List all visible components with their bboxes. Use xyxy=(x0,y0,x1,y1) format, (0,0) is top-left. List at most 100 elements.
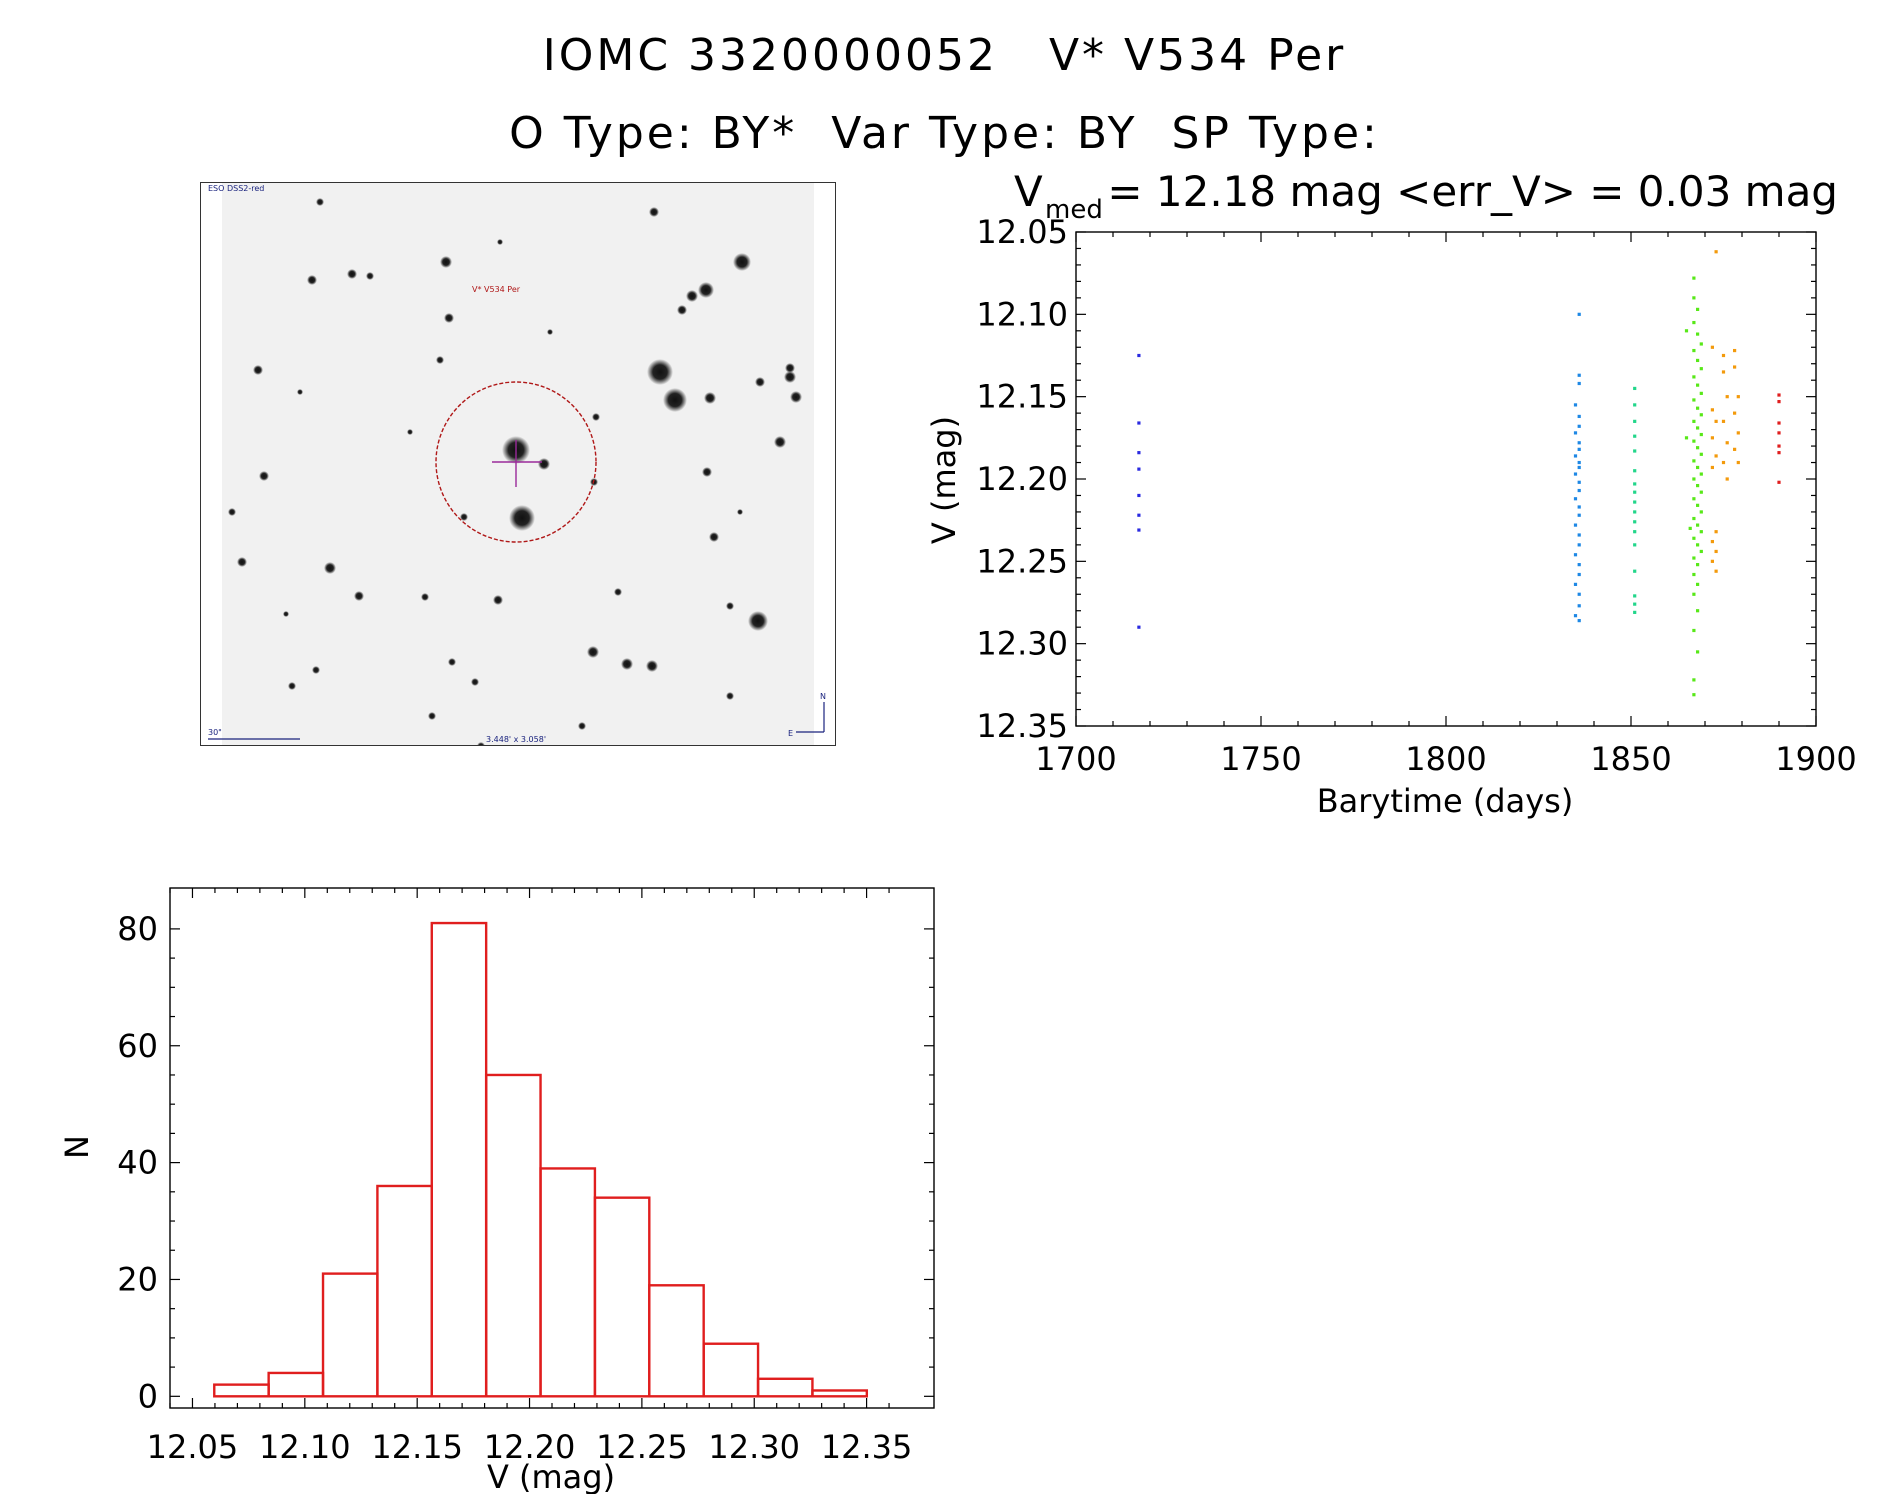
star xyxy=(509,505,535,531)
star xyxy=(460,513,468,521)
light-curve-title-sub: med xyxy=(1045,195,1103,225)
x-tick-label: 1850 xyxy=(1590,740,1671,778)
data-point xyxy=(1699,530,1703,534)
x-tick-label: 12.15 xyxy=(371,1428,463,1466)
data-point xyxy=(1777,393,1781,397)
east-label: E xyxy=(788,729,793,738)
data-point xyxy=(1137,513,1141,517)
data-point xyxy=(1573,403,1578,407)
data-point xyxy=(1696,446,1700,450)
data-point xyxy=(1573,431,1578,435)
data-point xyxy=(1696,332,1700,336)
x-tick-label: 12.05 xyxy=(147,1428,239,1466)
star xyxy=(316,198,324,206)
star xyxy=(755,377,765,387)
data-point xyxy=(1137,421,1141,425)
data-point xyxy=(1699,391,1703,395)
survey-label: ESO DSS2-red xyxy=(208,184,264,193)
data-point xyxy=(1699,342,1703,346)
histogram-frame xyxy=(169,887,935,1409)
data-point xyxy=(1736,431,1740,435)
star xyxy=(307,275,317,285)
data-point xyxy=(1692,678,1696,682)
star xyxy=(614,588,622,596)
data-point xyxy=(1633,469,1637,473)
y-tick-label: 20 xyxy=(117,1260,158,1298)
data-point xyxy=(1137,493,1141,498)
data-point xyxy=(1577,604,1581,608)
y-tick-label: 12.05 xyxy=(976,213,1068,251)
sky-background xyxy=(200,182,836,746)
star xyxy=(704,392,716,404)
star xyxy=(547,329,553,335)
data-point xyxy=(1692,592,1696,596)
data-point xyxy=(1577,312,1581,316)
data-point xyxy=(1577,441,1581,445)
y-tick-label: 0 xyxy=(138,1377,158,1415)
data-point xyxy=(1692,419,1696,423)
x-tick-label: 1800 xyxy=(1405,740,1486,778)
histogram-bar xyxy=(756,1377,814,1398)
data-point xyxy=(1137,451,1141,455)
data-point xyxy=(1714,569,1718,573)
data-point xyxy=(1699,510,1703,514)
star xyxy=(347,269,357,279)
histogram-bar xyxy=(213,1383,270,1398)
star xyxy=(312,666,320,674)
x-tick-label: 1750 xyxy=(1220,740,1301,778)
star xyxy=(733,253,751,271)
data-point xyxy=(1696,426,1700,430)
star xyxy=(259,471,269,481)
data-point xyxy=(1692,320,1696,325)
data-point xyxy=(1577,533,1581,537)
data-point xyxy=(1577,619,1581,623)
histogram-bar xyxy=(539,1167,597,1398)
light-curve-frame xyxy=(1075,231,1817,727)
y-tick-label: 12.35 xyxy=(976,707,1068,745)
data-point xyxy=(1577,373,1581,377)
data-point xyxy=(1736,460,1740,465)
data-point xyxy=(1733,348,1737,353)
histogram-bar xyxy=(484,1073,542,1398)
data-point xyxy=(1710,465,1714,470)
data-point xyxy=(1573,582,1578,586)
data-point xyxy=(1577,592,1581,596)
data-point xyxy=(1696,358,1700,363)
data-point xyxy=(1577,513,1581,517)
data-point xyxy=(1577,414,1581,419)
data-point xyxy=(1777,431,1781,435)
data-point xyxy=(1692,497,1696,501)
data-point xyxy=(1692,516,1696,521)
object-label: V* V534 Per xyxy=(472,285,521,294)
data-point xyxy=(1696,582,1700,586)
x-tick-label: 1700 xyxy=(1035,740,1116,778)
star xyxy=(493,595,503,605)
data-point xyxy=(1633,449,1637,453)
data-point xyxy=(1699,367,1703,371)
data-point xyxy=(1696,563,1700,567)
data-point xyxy=(1633,530,1637,534)
data-point xyxy=(1733,365,1737,369)
star xyxy=(436,356,444,364)
data-point xyxy=(1696,503,1700,507)
data-point xyxy=(1573,472,1578,476)
star xyxy=(444,313,454,323)
data-point xyxy=(1714,549,1718,554)
data-point xyxy=(1710,436,1714,440)
data-point xyxy=(1721,353,1726,358)
data-point xyxy=(1573,454,1578,458)
star xyxy=(237,557,247,567)
data-point xyxy=(1699,472,1703,476)
light-curve-title-v: V xyxy=(1014,167,1043,216)
star xyxy=(774,436,786,448)
data-point xyxy=(1577,505,1581,509)
star xyxy=(471,678,479,686)
data-point xyxy=(1577,563,1581,567)
data-point xyxy=(1633,419,1637,423)
data-point xyxy=(1573,553,1578,557)
data-point xyxy=(1777,400,1781,404)
y-tick-label: 12.10 xyxy=(976,295,1068,333)
star xyxy=(288,682,296,690)
histogram-bar xyxy=(376,1184,433,1398)
data-point xyxy=(1714,250,1718,254)
